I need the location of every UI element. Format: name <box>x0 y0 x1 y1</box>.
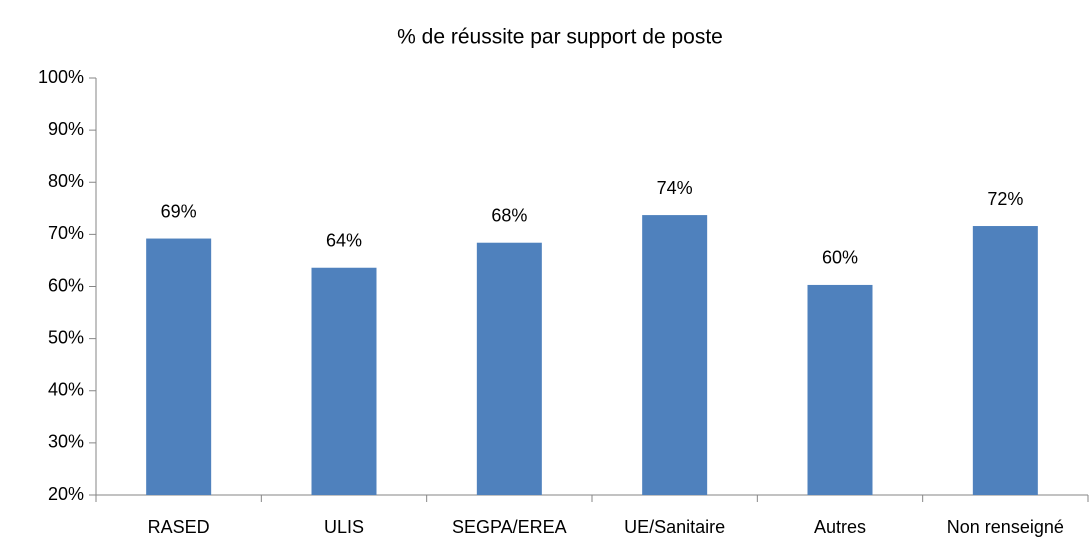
x-tick-label: SEGPA/EREA <box>452 517 567 537</box>
data-label: 69% <box>161 201 197 221</box>
y-tick-label: 40% <box>48 380 84 400</box>
bar <box>807 284 873 495</box>
bar <box>146 238 212 496</box>
x-tick-label: RASED <box>148 517 210 537</box>
y-tick-label: 20% <box>48 484 84 504</box>
bar <box>311 267 377 495</box>
x-tick-label: UE/Sanitaire <box>624 517 725 537</box>
y-tick-label: 80% <box>48 171 84 191</box>
data-label: 60% <box>822 248 858 268</box>
data-label: 74% <box>657 178 693 198</box>
x-tick-label: Autres <box>814 517 866 537</box>
chart-title: % de réussite par support de poste <box>397 26 723 49</box>
bar <box>972 226 1038 495</box>
y-tick-label: 60% <box>48 275 84 295</box>
y-tick-label: 70% <box>48 223 84 243</box>
data-label: 72% <box>987 189 1023 209</box>
bar <box>642 215 708 495</box>
x-tick-label: Non renseigné <box>947 517 1064 537</box>
y-tick-label: 100% <box>38 67 84 87</box>
bar <box>476 242 542 495</box>
x-tick-label: ULIS <box>324 517 364 537</box>
y-tick-label: 50% <box>48 327 84 347</box>
y-tick-label: 90% <box>48 119 84 139</box>
data-label: 64% <box>326 230 362 250</box>
data-label: 68% <box>491 205 527 225</box>
y-tick-label: 30% <box>48 432 84 452</box>
